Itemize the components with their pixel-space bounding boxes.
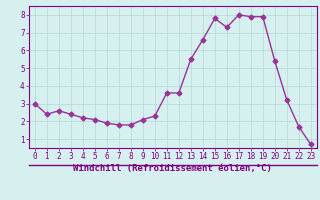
X-axis label: Windchill (Refroidissement éolien,°C): Windchill (Refroidissement éolien,°C) xyxy=(73,164,272,173)
